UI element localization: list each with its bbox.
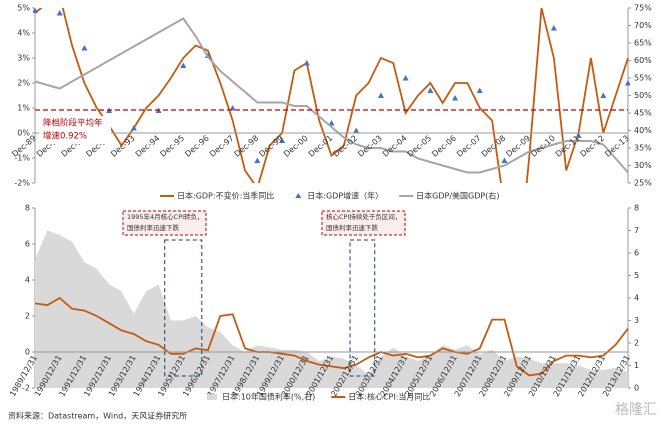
- y2-tick-label: 40%: [634, 126, 652, 135]
- annotation: 国债利率迅速下跌: [127, 223, 180, 232]
- y-tick-label: 1%: [17, 104, 30, 113]
- legend-label: 日本:GDP增速（年）: [307, 191, 383, 201]
- y2-tick-label: 75%: [634, 4, 652, 13]
- highlight-box: [164, 239, 203, 377]
- x-tick-label: Dec-06: [430, 134, 458, 159]
- line: [34, 17, 629, 174]
- y-tick-label: 5%: [17, 4, 30, 13]
- y2-tick-label: 45%: [634, 109, 652, 118]
- legend-label: 日本:核心CPI:当月同比: [348, 392, 430, 402]
- annotation-box: [321, 210, 406, 236]
- annotation: 1995年4月核心CPI转负，: [127, 212, 204, 221]
- x-tick-label: Dec-96: [183, 134, 211, 159]
- x-tick-label: Dec-08: [480, 134, 508, 159]
- y-tick-label: 4: [25, 276, 30, 285]
- x-tick-label: Dec-12: [579, 134, 607, 159]
- source: 资料来源：Datastream，Wind，天风证券研究所: [8, 411, 187, 421]
- marker: [427, 87, 434, 93]
- y2-tick-label: 5: [634, 271, 639, 280]
- y2-tick-label: 35%: [634, 144, 652, 153]
- x-tick-label: Dec-97: [208, 134, 236, 159]
- marker: [303, 60, 310, 66]
- annotation-box: [39, 116, 111, 144]
- marker: [81, 45, 88, 51]
- annotation-box: [122, 210, 207, 236]
- y2-tick-label: 1: [634, 361, 639, 370]
- y2-tick-label: 2: [634, 339, 639, 348]
- marker: [550, 25, 557, 31]
- x-tick-label: Dec-99: [257, 134, 285, 159]
- watermark: 格隆汇: [615, 402, 657, 418]
- x-tick-label: Dec-93: [109, 134, 137, 159]
- legend-swatch: [207, 394, 217, 400]
- y2-tick-label: 25%: [634, 179, 652, 188]
- marker: [180, 62, 187, 68]
- legend-swatch: [295, 193, 302, 198]
- marker: [501, 157, 508, 163]
- y2-tick-label: 7: [634, 226, 639, 235]
- y-tick-label: 4%: [17, 29, 30, 38]
- highlight-box: [349, 239, 376, 377]
- y-tick-label: -2%: [14, 179, 30, 188]
- y2-tick-label: 4: [634, 294, 639, 303]
- x-tick-label: Dec-11: [554, 134, 582, 159]
- marker: [130, 125, 137, 131]
- y2-tick-label: 3: [634, 316, 639, 325]
- marker: [575, 132, 582, 138]
- y-tick-label: 0: [25, 348, 30, 357]
- x-tick-label: Dec-00: [282, 134, 310, 159]
- area: [35, 230, 628, 388]
- y-tick-label: -2: [22, 384, 30, 393]
- x-tick-label: Dec-95: [158, 134, 186, 159]
- marker: [476, 87, 483, 93]
- marker: [328, 120, 335, 126]
- y-tick-label: -1%: [14, 154, 30, 163]
- y2-tick-label: 6: [634, 249, 639, 258]
- x-tick-label: Dec-01: [307, 134, 335, 159]
- legend-label: 日本:10年国债利率(%,右): [222, 392, 315, 402]
- annotation: 国债利率迅速下跌: [326, 223, 379, 232]
- marker: [33, 8, 38, 13]
- legend-label: 日本:GDP:不变价:当季同比: [177, 191, 274, 201]
- marker: [402, 75, 409, 81]
- y2-tick-label: 70%: [634, 21, 652, 30]
- x-tick-label: Dec-13: [603, 134, 631, 159]
- y2-tick-label: 8: [634, 204, 639, 213]
- marker: [526, 265, 532, 271]
- x-tick-label: Dec-05: [406, 134, 434, 159]
- marker: [452, 95, 459, 101]
- y-tick-label: 6: [25, 240, 30, 249]
- y-tick-label: 2: [25, 312, 30, 321]
- line: [34, 296, 629, 377]
- marker: [353, 127, 360, 133]
- marker: [229, 105, 236, 111]
- y-tick-label: 2%: [17, 79, 30, 88]
- marker: [377, 92, 384, 98]
- y2-tick-label: 55%: [634, 74, 652, 83]
- marker: [625, 80, 630, 86]
- x-tick-label: Dec-04: [381, 134, 409, 159]
- y2-tick-label: 60%: [634, 56, 652, 65]
- x-tick-label: Dec-94: [134, 134, 162, 159]
- y2-tick-label: 30%: [634, 161, 652, 170]
- marker: [279, 137, 286, 143]
- x-tick-label: Dec-09: [504, 134, 532, 159]
- marker: [600, 92, 607, 98]
- y2-tick-label: 65%: [634, 39, 652, 48]
- marker: [254, 157, 261, 163]
- y2-tick-label: 50%: [634, 91, 652, 100]
- x-tick-label: Dec-07: [455, 134, 483, 159]
- legend-label: 日本GDP/美国GDP(右): [416, 191, 499, 201]
- y2-tick-label: 0: [634, 384, 639, 393]
- annotation: 核心CPI持续处于负区间，: [326, 212, 401, 221]
- marker: [56, 10, 63, 16]
- y-tick-label: 8: [25, 204, 30, 213]
- y-tick-label: 0%: [17, 129, 30, 138]
- annotation: 增速0.92%: [43, 131, 87, 142]
- annotation: 降档阶段平均年: [43, 118, 103, 129]
- y-tick-label: 3%: [17, 54, 30, 63]
- x-tick-label: Dec-10: [529, 134, 557, 159]
